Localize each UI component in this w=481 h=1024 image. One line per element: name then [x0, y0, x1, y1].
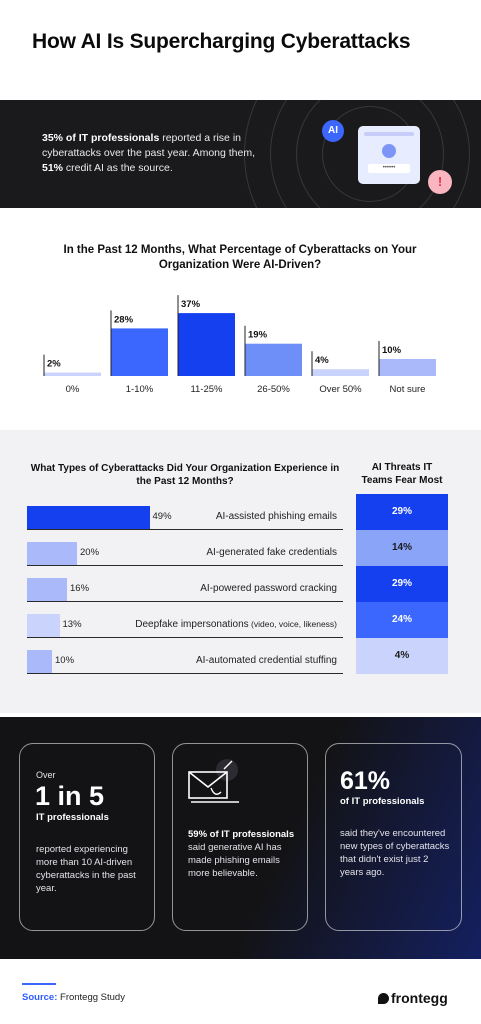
bar — [178, 313, 235, 376]
category-label: 26-50% — [257, 384, 290, 395]
attack-type-value: 13% — [62, 619, 82, 630]
intro-text: 35% of IT professionals reported a rise … — [42, 132, 256, 174]
card3-description: said they've encountered new types of cy… — [340, 828, 450, 878]
attack-type-label: AI-automated credential stuffing — [195, 655, 337, 666]
frontegg-logo: frontegg — [378, 990, 448, 1006]
bar-value-label: 2% — [47, 359, 61, 370]
user-avatar-icon — [382, 144, 396, 158]
attack-type-value: 49% — [152, 511, 172, 522]
category-label: 1-10% — [126, 384, 154, 395]
card1-big-stat: 1 in 5 — [35, 781, 105, 811]
fear-cell: 29% — [356, 494, 448, 530]
attack-type-bar — [27, 542, 77, 565]
frontegg-logo-icon — [378, 993, 389, 1004]
attack-types-title: What Types of Cyberattacks Did Your Orga… — [30, 463, 340, 487]
card1-description: reported experiencing more than 10 AI-dr… — [36, 844, 136, 894]
bar-value-label: 19% — [248, 330, 268, 341]
category-label: 11-25% — [190, 384, 223, 395]
attack-type-row: 10% AI-automated credential stuffing — [27, 650, 343, 674]
bar-value-label: 4% — [315, 355, 329, 366]
bar-value-label: 10% — [382, 345, 402, 356]
bar — [245, 343, 302, 376]
attack-type-row: 20% AI-generated fake credentials — [27, 542, 343, 566]
alert-icon: ! — [428, 170, 452, 194]
stat-card-3 — [325, 743, 462, 931]
category-label: Over 50% — [319, 384, 362, 395]
bar — [111, 328, 168, 376]
fear-column-title: AI Threats IT Teams Fear Most — [361, 462, 443, 486]
category-label: Not sure — [390, 384, 426, 395]
attack-type-value: 10% — [55, 655, 75, 666]
attack-type-bar — [27, 650, 52, 673]
fear-cell: 4% — [356, 638, 448, 674]
phishing-email-icon — [188, 759, 239, 803]
bar — [379, 359, 436, 376]
attack-type-label: AI-assisted phishing emails — [215, 511, 337, 522]
attack-type-value: 20% — [80, 547, 100, 558]
attack-type-row: 16% AI-powered password cracking — [27, 578, 343, 602]
fear-cell: 14% — [356, 530, 448, 566]
attack-type-bar — [27, 578, 67, 601]
attack-type-bar — [27, 614, 60, 637]
category-label: 0% — [66, 384, 80, 395]
bar-value-label: 28% — [114, 314, 134, 325]
attack-type-note: (video, voice, likeness) — [248, 619, 337, 629]
fear-cell: 24% — [356, 602, 448, 638]
attack-type-row: 13% Deepfake impersonations (video, voice… — [27, 614, 343, 638]
fear-cell: 29% — [356, 566, 448, 602]
ai-driven-bar-chart: 2% 0% 28% 1-10% 37% 11-25% 19% 26-50% 4% Over 50%… — [43, 295, 436, 395]
card1-over: Over — [36, 770, 56, 780]
attack-type-row: 49% AI-assisted phishing emails — [27, 506, 343, 530]
bar-chart-title: In the Past 12 Months, What Percentage o… — [63, 244, 417, 271]
card3-subtitle: of IT professionals — [340, 796, 425, 807]
stat-card-1 — [19, 743, 155, 931]
password-field: •••••• — [368, 164, 410, 173]
login-card-bar — [364, 132, 414, 136]
card1-subtitle: IT professionals — [36, 812, 109, 823]
page-title: How AI Is Supercharging Cyberattacks — [32, 30, 411, 53]
login-card-icon: •••••• — [358, 126, 420, 184]
source-note: Source: Frontegg Study — [22, 992, 125, 1003]
card2-description: 59% of IT professionals said generative … — [188, 829, 295, 879]
attack-type-value: 16% — [70, 583, 90, 594]
stat-card-2 — [172, 743, 308, 931]
source-divider — [22, 983, 56, 985]
bar — [312, 369, 369, 376]
attack-type-label: AI-powered password cracking — [200, 583, 337, 594]
decorative-ring — [244, 100, 481, 208]
stats-section — [0, 717, 481, 959]
attack-type-label: AI-generated fake credentials — [206, 547, 337, 558]
bar — [44, 372, 101, 376]
card3-big-stat: 61% — [340, 767, 391, 795]
attack-type-bar — [27, 506, 150, 529]
attack-type-label: Deepfake impersonations (video, voice, l… — [135, 619, 337, 630]
bar-value-label: 37% — [181, 299, 201, 310]
ai-badge-icon: AI — [322, 120, 344, 142]
